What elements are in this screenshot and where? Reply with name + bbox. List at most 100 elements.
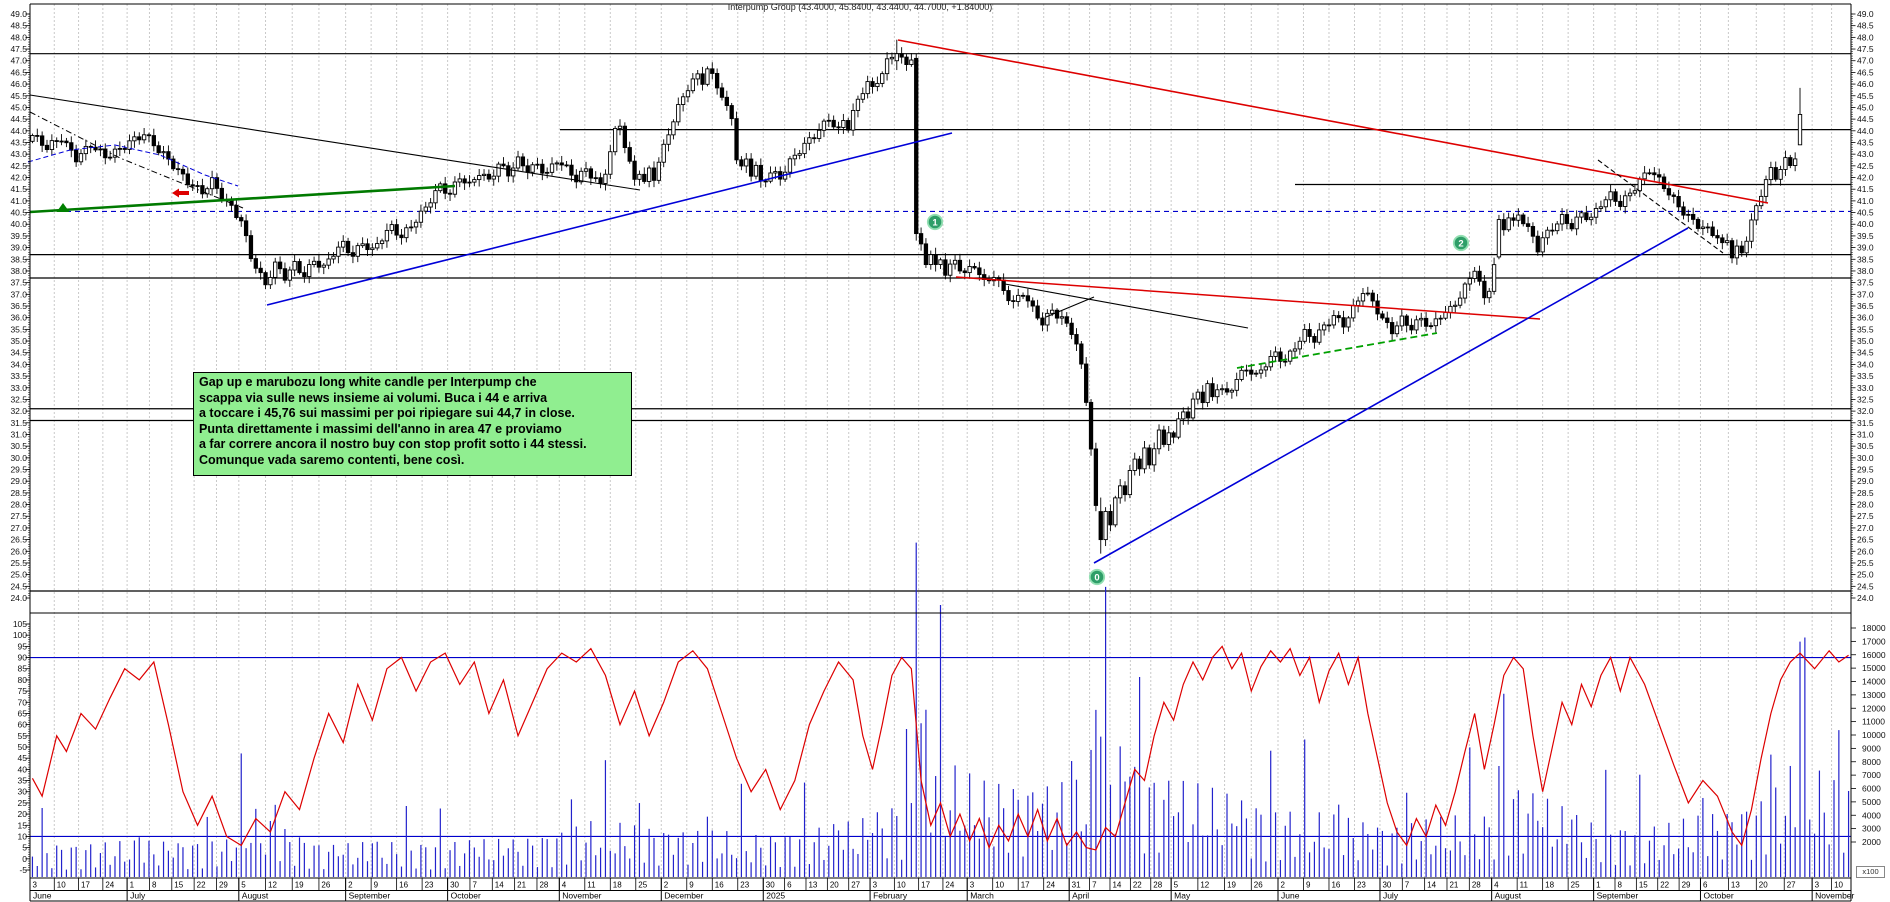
- week-label: 29: [1682, 881, 1691, 890]
- price-tick-label: 25.5: [10, 558, 27, 568]
- week-label: 1: [130, 881, 135, 890]
- price-tick-label: 45.0: [10, 102, 27, 112]
- price-tick-label: 45.5: [10, 91, 27, 101]
- oscillator-tick-label: 55: [18, 731, 28, 741]
- price-tick-label: 33.0: [10, 383, 27, 393]
- volume-tick-label: 13000: [1862, 690, 1886, 700]
- price-tick-label: 37.0: [1857, 289, 1874, 299]
- volume-tick-label: 4000: [1862, 810, 1881, 820]
- week-label: 22: [197, 881, 206, 890]
- price-tick-label: 41.0: [10, 196, 27, 206]
- week-label: 2: [664, 881, 669, 890]
- black-dashdot-ma-left: [29, 111, 244, 209]
- price-tick-label: 32.5: [10, 394, 27, 404]
- week-label: 19: [295, 881, 304, 890]
- black-2024-resistance: [29, 94, 641, 191]
- price-tick-label: 45.0: [1857, 102, 1874, 112]
- numbered-marker-2[interactable]: 2: [1452, 234, 1470, 252]
- svg-text:1: 1: [932, 217, 938, 228]
- numbered-marker-0[interactable]: 0: [1088, 568, 1106, 586]
- week-label: 20: [830, 881, 839, 890]
- month-label: November: [562, 891, 601, 901]
- oscillator-tick-label: 45: [18, 753, 28, 763]
- week-label: 10: [995, 881, 1004, 890]
- price-tick-label: 47.5: [1857, 44, 1874, 54]
- note-line: Comunque vada saremo contenti, bene così…: [199, 452, 465, 467]
- volume-tick-label: 12000: [1862, 703, 1886, 713]
- volume-tick-label: 7000: [1862, 770, 1881, 780]
- price-tick-label: 29.0: [10, 476, 27, 486]
- month-label: July: [1383, 891, 1399, 901]
- price-tick-label: 35.0: [1857, 336, 1874, 346]
- price-tick-label: 29.0: [1857, 476, 1874, 486]
- week-label: 5: [1174, 881, 1179, 890]
- price-tick-label: 47.0: [10, 56, 27, 66]
- week-label: 18: [613, 881, 622, 890]
- price-tick-label: 44.5: [10, 114, 27, 124]
- left-arrow-marker: [172, 188, 189, 198]
- month-label: May: [1174, 891, 1191, 901]
- price-tick-label: 46.5: [10, 67, 27, 77]
- svg-text:0: 0: [1094, 572, 1099, 583]
- week-label: 25: [1571, 881, 1580, 890]
- price-tick-label: 29.5: [1857, 465, 1874, 475]
- price-tick-label: 39.5: [1857, 231, 1874, 241]
- black-march-channel: [1004, 283, 1249, 329]
- week-label: 12: [1200, 881, 1209, 890]
- month-label: February: [873, 891, 908, 901]
- week-label: 10: [1834, 881, 1843, 890]
- black-pennant-lower: [1045, 296, 1095, 318]
- note-line: a far correre ancora il nostro buy con s…: [199, 437, 587, 452]
- price-tick-label: 38.5: [10, 254, 27, 264]
- week-label: 24: [105, 881, 114, 890]
- week-label: 22: [1133, 881, 1142, 890]
- week-label: 28: [539, 881, 548, 890]
- price-tick-label: 49.0: [1857, 9, 1874, 19]
- week-label: 7: [472, 881, 477, 890]
- week-label: 16: [715, 881, 724, 890]
- price-tick-label: 24.0: [1857, 593, 1874, 603]
- week-label: 28: [1472, 881, 1481, 890]
- price-tick-label: 46.5: [1857, 67, 1874, 77]
- oscillator-tick-label: 0: [22, 854, 27, 864]
- price-tick-label: 42.0: [10, 173, 27, 183]
- price-tick-label: 36.0: [10, 313, 27, 323]
- month-label: July: [130, 891, 146, 901]
- price-tick-label: 43.0: [10, 149, 27, 159]
- numbered-marker-1[interactable]: 1: [926, 213, 944, 231]
- week-label: 19: [1227, 881, 1236, 890]
- oscillator-tick-label: 25: [18, 798, 28, 808]
- horizontal-levels: [30, 53, 1851, 592]
- week-label: 14: [1112, 881, 1121, 890]
- week-label: 27: [851, 881, 860, 890]
- black-dashed-october: [1597, 159, 1724, 254]
- week-label: 7: [1092, 881, 1097, 890]
- trendlines: [27, 39, 1769, 564]
- svg-text:2: 2: [1458, 238, 1463, 249]
- month-label: October: [451, 891, 481, 901]
- price-tick-label: 33.5: [1857, 371, 1874, 381]
- green-support-2024: [29, 184, 456, 214]
- volume-tick-label: 9000: [1862, 743, 1881, 753]
- price-tick-label: 31.5: [10, 418, 27, 428]
- price-tick-label: 48.5: [1857, 21, 1874, 31]
- price-tick-label: 36.5: [1857, 301, 1874, 311]
- volume-tick-label: 11000: [1862, 717, 1885, 727]
- oscillator-tick-label: 90: [18, 653, 28, 663]
- analysis-note[interactable]: Gap up e marubozu long white candle per …: [193, 372, 632, 476]
- price-tick-label: 25.5: [1857, 558, 1874, 568]
- oscillator-tick-label: 35: [18, 776, 28, 786]
- stochastic-line: [31, 645, 1849, 851]
- price-tick-label: 24.5: [1857, 581, 1874, 591]
- oscillator-tick-label: 105: [13, 619, 27, 629]
- price-tick-label: 30.5: [1857, 441, 1874, 451]
- oscillator-tick-label: 40: [18, 764, 28, 774]
- oscillator-tick-label: 100: [13, 630, 27, 640]
- green-dashed-recovery: [1236, 332, 1438, 369]
- price-tick-label: 24.0: [10, 593, 27, 603]
- price-tick-label: 39.5: [10, 231, 27, 241]
- price-tick-label: 33.5: [10, 371, 27, 381]
- oscillator-tick-label: 80: [18, 675, 28, 685]
- month-label: December: [664, 891, 703, 901]
- price-tick-label: 35.0: [10, 336, 27, 346]
